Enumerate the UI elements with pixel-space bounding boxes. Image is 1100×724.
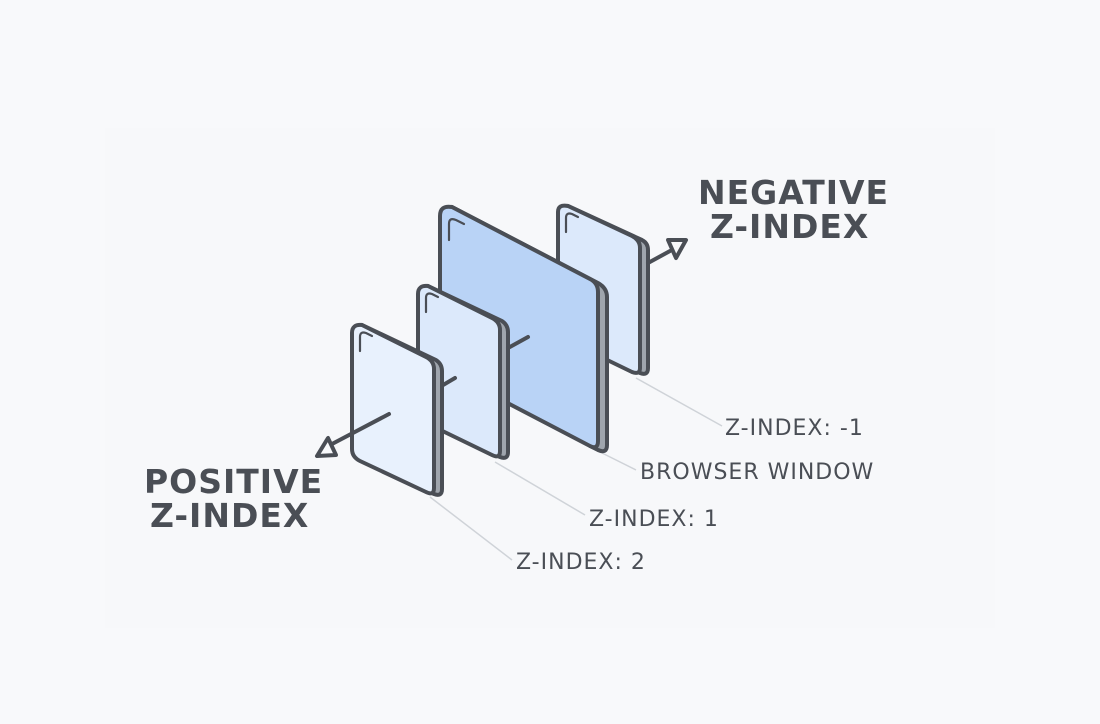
leader-line-z1 <box>494 461 586 516</box>
label-z-index-2: Z-INDEX: 2 <box>516 550 646 575</box>
negative-heading-line-2: Z-INDEX <box>710 207 870 246</box>
negative-heading-line-1: NEGATIVE <box>698 173 890 212</box>
leader-line-z2 <box>429 496 513 561</box>
negative-z-index-heading: NEGATIVE Z-INDEX <box>698 176 889 244</box>
connector-browser-z1 <box>506 335 530 350</box>
positive-heading-line-1: POSITIVE <box>144 462 324 501</box>
positive-z-index-heading: POSITIVE Z-INDEX <box>144 465 323 533</box>
triangle-arrow-icon <box>315 412 391 458</box>
panel-z-index-2 <box>350 322 444 497</box>
label-browser-window: BROWSER WINDOW <box>640 460 875 485</box>
label-z-index-neg1: Z-INDEX: -1 <box>725 416 864 441</box>
triangle-arrow-icon <box>646 238 688 265</box>
label-z-index-1: Z-INDEX: 1 <box>589 507 719 532</box>
leader-line-z-neg1 <box>635 377 723 427</box>
positive-heading-line-2: Z-INDEX <box>150 496 310 535</box>
